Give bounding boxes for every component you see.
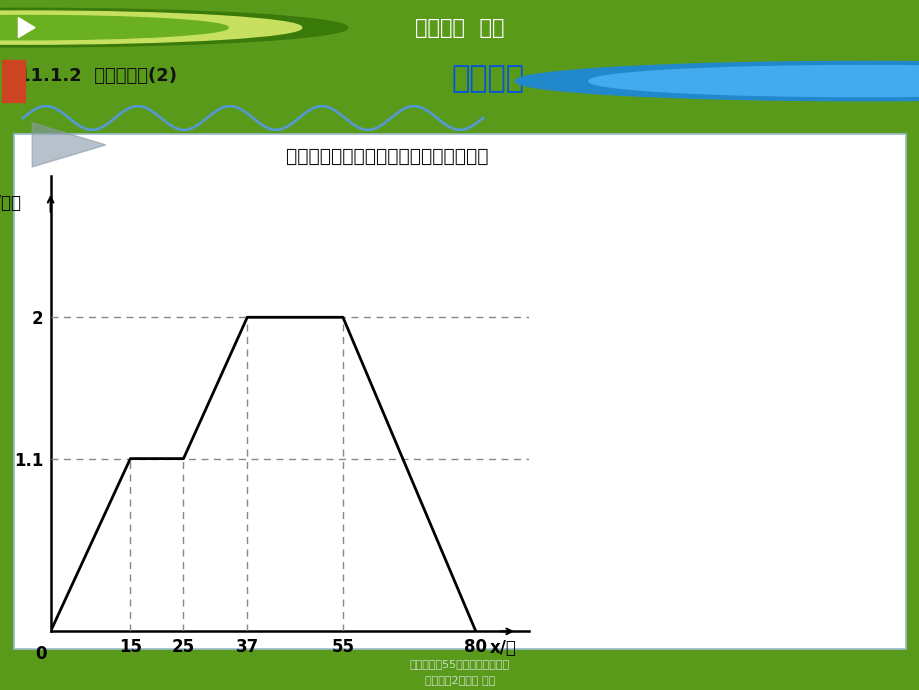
Text: 11.1.2  函数的图象(2): 11.1.2 函数的图象(2)	[18, 67, 177, 85]
Text: 小明从家里出发去菜地浇水，又去玉米地: 小明从家里出发去菜地浇水，又去玉米地	[261, 147, 488, 166]
Circle shape	[0, 11, 301, 44]
Polygon shape	[18, 18, 35, 37]
Circle shape	[588, 66, 919, 97]
Bar	[2, 61, 25, 102]
Polygon shape	[32, 123, 106, 167]
Text: x/分: x/分	[490, 640, 516, 658]
Text: y/千米: y/千米	[0, 194, 21, 212]
Text: 明离他家的距离。: 明离他家的距离。	[171, 303, 261, 322]
Circle shape	[0, 15, 228, 40]
Text: 应用举例: 应用举例	[450, 64, 524, 93]
Circle shape	[0, 8, 347, 47]
Text: 图象课件2人教版 课件: 图象课件2人教版 课件	[425, 675, 494, 685]
Circle shape	[515, 61, 919, 101]
Text: 锄草，然后回家，其中x表示时间，y表示小: 锄草，然后回家，其中x表示时间，y表示小	[171, 225, 396, 244]
Text: 八年级  数学: 八年级 数学	[110, 19, 171, 37]
Text: 0: 0	[35, 645, 47, 664]
FancyBboxPatch shape	[14, 134, 905, 649]
Text: 第十一章  函数: 第十一章 函数	[414, 18, 505, 37]
Text: 最新】八年55数学上册数学函数: 最新】八年55数学上册数学函数	[410, 659, 509, 669]
